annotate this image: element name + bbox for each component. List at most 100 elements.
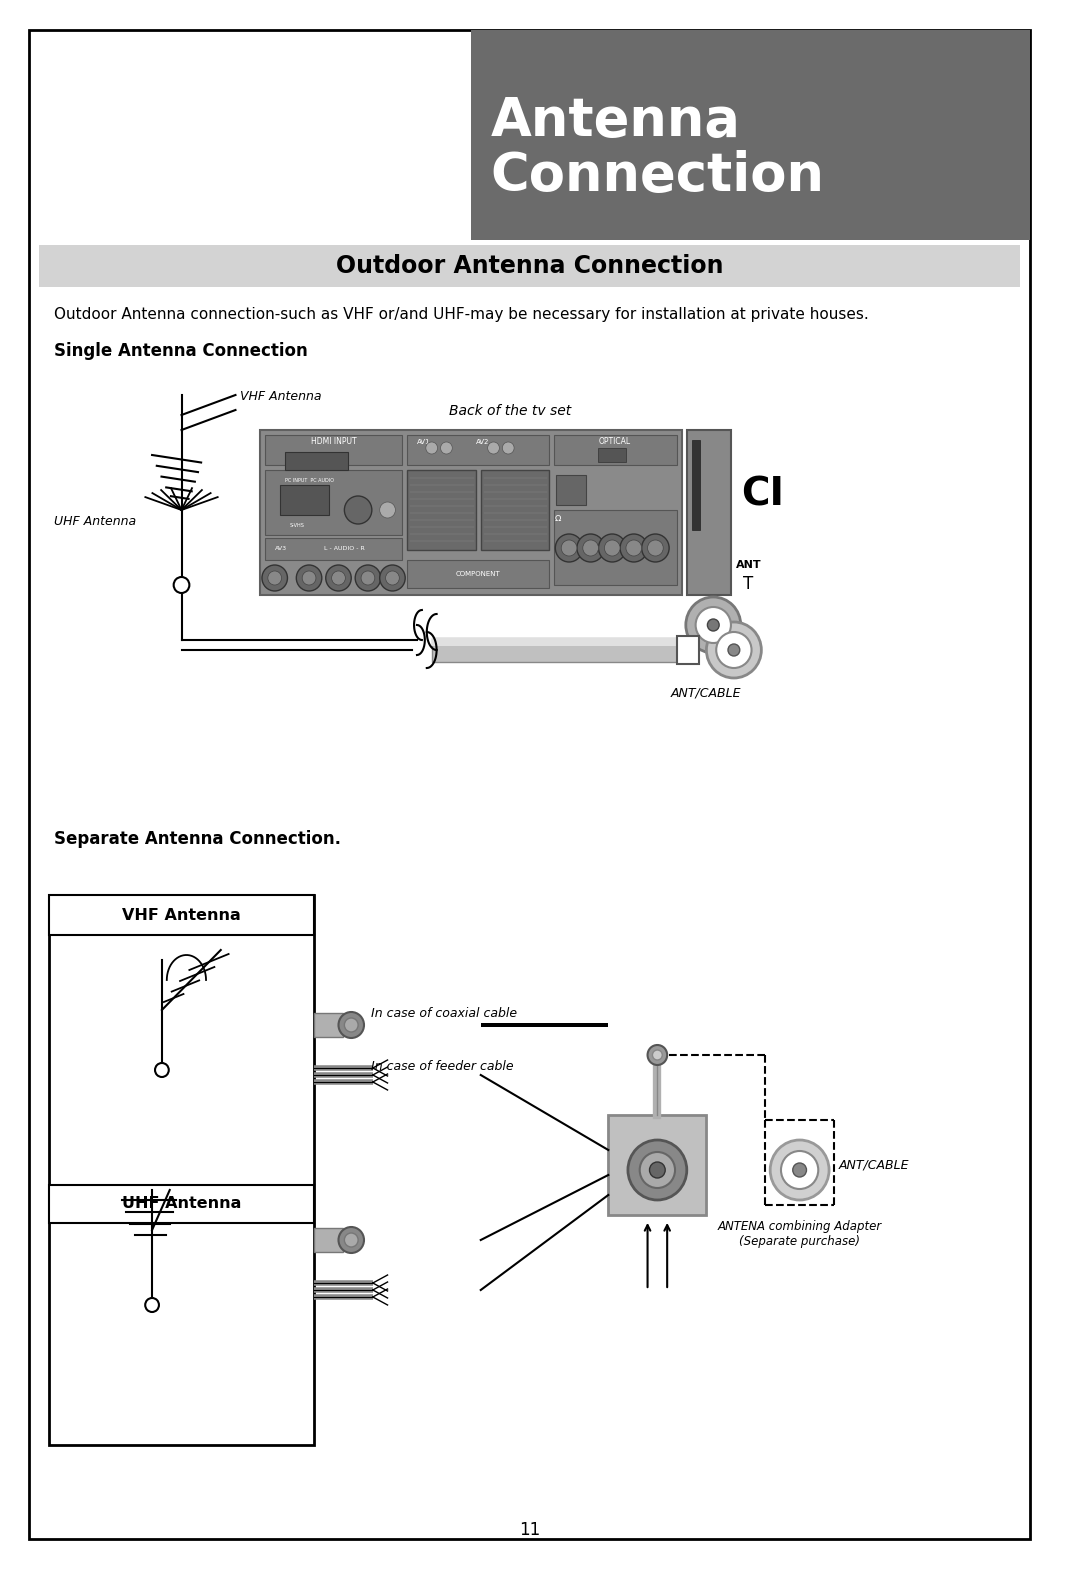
Text: L - AUDIO - R: L - AUDIO - R xyxy=(324,546,365,551)
Circle shape xyxy=(696,607,731,643)
Circle shape xyxy=(386,571,400,585)
Text: AV3: AV3 xyxy=(274,546,287,551)
Circle shape xyxy=(781,1152,819,1189)
Circle shape xyxy=(345,1018,359,1032)
Text: Antenna: Antenna xyxy=(490,96,741,147)
Circle shape xyxy=(332,571,346,585)
Text: Outdoor Antenna connection-such as VHF or/and UHF-may be necessary for installat: Outdoor Antenna connection-such as VHF o… xyxy=(54,308,868,322)
Text: AV1: AV1 xyxy=(417,439,431,446)
Text: VHF Antenna: VHF Antenna xyxy=(122,907,241,923)
Circle shape xyxy=(716,632,752,668)
Bar xyxy=(554,435,677,464)
Bar xyxy=(407,471,476,551)
Bar xyxy=(687,430,731,595)
Circle shape xyxy=(380,565,405,592)
Circle shape xyxy=(345,496,372,524)
Bar xyxy=(49,1185,314,1222)
Bar xyxy=(407,435,550,464)
Text: VHF Antenna: VHF Antenna xyxy=(241,391,322,403)
Text: Separate Antenna Connection.: Separate Antenna Connection. xyxy=(54,830,341,847)
Text: HDMI INPUT: HDMI INPUT xyxy=(311,438,356,447)
Text: Back of the tv set: Back of the tv set xyxy=(449,403,571,417)
Circle shape xyxy=(156,1064,168,1076)
Circle shape xyxy=(338,1227,364,1254)
Circle shape xyxy=(562,540,577,555)
Circle shape xyxy=(326,565,351,592)
Circle shape xyxy=(648,1045,667,1065)
Circle shape xyxy=(605,540,620,555)
Text: ANT/CABLE: ANT/CABLE xyxy=(671,686,742,700)
Text: Connection: Connection xyxy=(490,151,824,202)
Text: PC INPUT  PC AUDIO: PC INPUT PC AUDIO xyxy=(284,479,334,483)
Bar xyxy=(691,439,700,530)
Bar xyxy=(49,894,314,1445)
Circle shape xyxy=(262,565,287,592)
Circle shape xyxy=(639,1152,675,1188)
Circle shape xyxy=(426,442,437,453)
Bar xyxy=(554,510,677,585)
Bar xyxy=(265,435,402,464)
Bar xyxy=(432,639,677,662)
Circle shape xyxy=(649,1163,665,1178)
Circle shape xyxy=(145,1298,159,1312)
Text: AV2: AV2 xyxy=(476,439,489,446)
Bar xyxy=(407,560,550,588)
Text: CI: CI xyxy=(741,475,784,515)
Text: UHF Antenna: UHF Antenna xyxy=(54,515,136,529)
Text: OPTICAL: OPTICAL xyxy=(599,438,631,447)
Bar xyxy=(481,471,550,551)
Circle shape xyxy=(706,621,761,678)
Circle shape xyxy=(707,620,719,631)
Circle shape xyxy=(345,1233,359,1247)
Bar xyxy=(608,1116,706,1214)
Circle shape xyxy=(577,533,605,562)
Circle shape xyxy=(555,533,583,562)
Text: COMPONENT: COMPONENT xyxy=(456,571,500,577)
Text: T: T xyxy=(743,574,753,593)
Circle shape xyxy=(268,571,282,585)
Text: 11: 11 xyxy=(519,1520,540,1539)
Text: Ω: Ω xyxy=(554,515,561,522)
Circle shape xyxy=(642,533,670,562)
Bar xyxy=(481,1023,608,1028)
Text: ANT/CABLE: ANT/CABLE xyxy=(839,1158,909,1172)
Circle shape xyxy=(174,577,189,593)
Circle shape xyxy=(338,1012,364,1039)
Circle shape xyxy=(296,565,322,592)
Circle shape xyxy=(686,596,741,653)
Circle shape xyxy=(620,533,648,562)
Bar xyxy=(432,639,677,646)
Bar xyxy=(556,475,585,505)
Bar xyxy=(471,30,1030,240)
Bar xyxy=(265,538,402,560)
Circle shape xyxy=(488,442,499,453)
Circle shape xyxy=(793,1163,807,1177)
Circle shape xyxy=(302,571,316,585)
Bar xyxy=(280,485,328,515)
Bar xyxy=(284,452,349,471)
Text: ANT: ANT xyxy=(735,560,761,570)
Bar xyxy=(39,245,1021,287)
Text: In case of feeder cable: In case of feeder cable xyxy=(370,1061,513,1073)
Bar xyxy=(265,471,402,535)
Text: UHF Antenna: UHF Antenna xyxy=(122,1197,241,1211)
Circle shape xyxy=(648,540,663,555)
Bar xyxy=(49,894,314,935)
Text: ANTENA combining Adapter
(Separate purchase): ANTENA combining Adapter (Separate purch… xyxy=(717,1221,881,1247)
Text: S-VHS: S-VHS xyxy=(289,522,305,529)
Circle shape xyxy=(626,540,642,555)
Text: In case of coaxial cable: In case of coaxial cable xyxy=(370,1007,517,1020)
Circle shape xyxy=(361,571,375,585)
Bar xyxy=(598,449,626,461)
Circle shape xyxy=(627,1141,687,1200)
Circle shape xyxy=(502,442,514,453)
Circle shape xyxy=(652,1050,662,1061)
Circle shape xyxy=(583,540,598,555)
Text: Single Antenna Connection: Single Antenna Connection xyxy=(54,342,308,359)
Bar xyxy=(314,1229,343,1252)
Bar xyxy=(677,635,699,664)
Bar xyxy=(260,430,681,595)
Circle shape xyxy=(770,1141,829,1200)
Circle shape xyxy=(728,643,740,656)
Text: Outdoor Antenna Connection: Outdoor Antenna Connection xyxy=(336,254,724,278)
